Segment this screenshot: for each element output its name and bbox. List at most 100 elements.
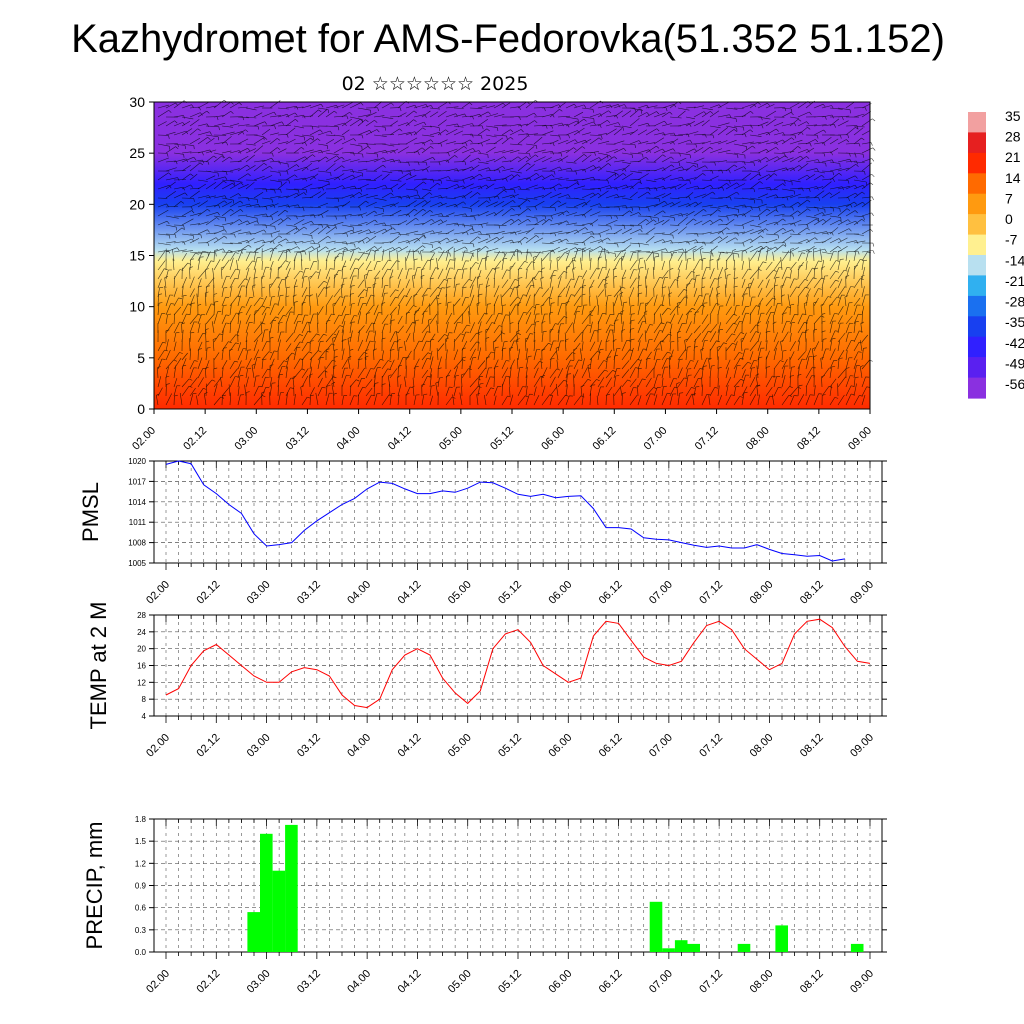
wind-barb — [373, 304, 379, 316]
wind-barb-flag — [839, 219, 843, 223]
wind-barb-flag — [337, 198, 340, 202]
wind-barb — [741, 219, 755, 226]
wind-barb — [173, 241, 184, 244]
wind-barb-flag — [802, 313, 806, 315]
wind-barb — [285, 224, 297, 227]
wind-barb-flag — [662, 148, 666, 152]
wind-barb — [701, 184, 711, 190]
wind-barb — [413, 147, 423, 154]
wind-barb-flag — [850, 204, 853, 208]
wind-barb — [493, 189, 505, 199]
wind-barb — [333, 325, 340, 334]
wind-barb — [381, 102, 392, 109]
wind-barb — [189, 321, 195, 334]
wind-barb — [349, 159, 360, 163]
wind-barb — [213, 155, 223, 163]
wind-barb — [829, 219, 840, 226]
wind-barb — [381, 227, 394, 235]
wind-barb-flag — [532, 276, 536, 279]
wind-barb-flag — [510, 129, 514, 133]
wind-barb — [693, 259, 700, 271]
wind-barb — [581, 116, 594, 119]
wind-barb — [389, 383, 391, 397]
wind-barb — [221, 111, 231, 118]
wind-barb — [525, 306, 533, 316]
wind-barb-flag — [806, 227, 810, 231]
wind-barb — [749, 368, 752, 379]
wind-barb — [709, 197, 723, 199]
wind-barb — [317, 350, 326, 361]
wind-barb — [469, 284, 474, 298]
wind-barb — [461, 123, 473, 127]
wind-barb — [676, 303, 679, 316]
wind-barb — [397, 325, 404, 334]
wind-barb — [724, 284, 727, 298]
wind-barb-flag — [733, 129, 737, 132]
wind-barb-flag — [624, 104, 627, 108]
wind-barb — [709, 104, 720, 109]
wind-barb — [757, 228, 766, 235]
wind-barb — [661, 393, 668, 406]
wind-barb — [237, 138, 249, 145]
wind-barb — [421, 295, 425, 307]
wind-barb — [701, 314, 709, 325]
wind-barb — [325, 295, 333, 307]
wind-barb — [269, 218, 281, 226]
wind-barb-flag — [254, 277, 258, 279]
wind-barb — [453, 359, 463, 370]
wind-barb — [676, 277, 679, 289]
wind-barb-flag — [823, 219, 826, 222]
wind-barb — [861, 266, 866, 280]
wind-barb-flag — [440, 219, 444, 223]
wind-barb-flag — [213, 293, 218, 295]
wind-barb — [461, 133, 473, 136]
wind-barb — [661, 386, 664, 397]
wind-barb-flag — [332, 336, 336, 339]
wind-barb-flag — [665, 248, 668, 252]
wind-barb — [637, 173, 649, 181]
wind-barb — [461, 228, 473, 235]
wind-barb — [413, 200, 426, 208]
wind-barb — [685, 308, 693, 316]
wind-barb — [509, 340, 515, 352]
wind-barb-flag — [243, 348, 247, 350]
wind-barb — [653, 248, 666, 253]
wind-barb — [301, 396, 308, 406]
wind-barb — [733, 352, 740, 361]
wind-barb-flag — [456, 238, 459, 242]
wind-barb — [309, 186, 323, 190]
wind-barb — [317, 192, 327, 199]
wind-barb-flag — [286, 286, 291, 288]
wind-barb — [789, 201, 799, 208]
wind-barb — [397, 146, 409, 154]
wind-barb — [661, 240, 672, 244]
wind-barb-flag — [485, 246, 489, 249]
wind-barb-flag — [422, 147, 425, 151]
wind-barb — [261, 224, 275, 227]
wind-barb — [845, 375, 851, 388]
y-tick-label: 20 — [129, 196, 145, 212]
wind-barb-flag — [301, 147, 305, 150]
wind-barb-flag — [621, 286, 626, 289]
wind-barb-flag — [334, 110, 338, 114]
wind-barb-flag — [736, 232, 739, 236]
wind-barb — [587, 365, 591, 379]
wind-barb — [516, 331, 519, 343]
wind-barb — [277, 181, 287, 190]
wind-barb — [189, 360, 195, 370]
wind-barb-flag — [269, 165, 273, 169]
wind-barb — [709, 231, 722, 235]
wind-barb — [453, 366, 459, 379]
wind-barb — [493, 200, 505, 208]
wind-barb — [597, 369, 605, 379]
wind-barb — [517, 251, 531, 254]
colorbar-label: -56 — [1005, 376, 1024, 392]
wind-barb — [837, 204, 851, 208]
wind-barb — [405, 131, 415, 136]
wind-barb-flag — [191, 210, 195, 214]
wind-barb-flag — [871, 158, 875, 162]
wind-barb-flag — [427, 352, 432, 355]
wind-barb — [749, 269, 759, 280]
wind-barb — [829, 330, 836, 343]
wind-barb-flag — [776, 221, 779, 226]
